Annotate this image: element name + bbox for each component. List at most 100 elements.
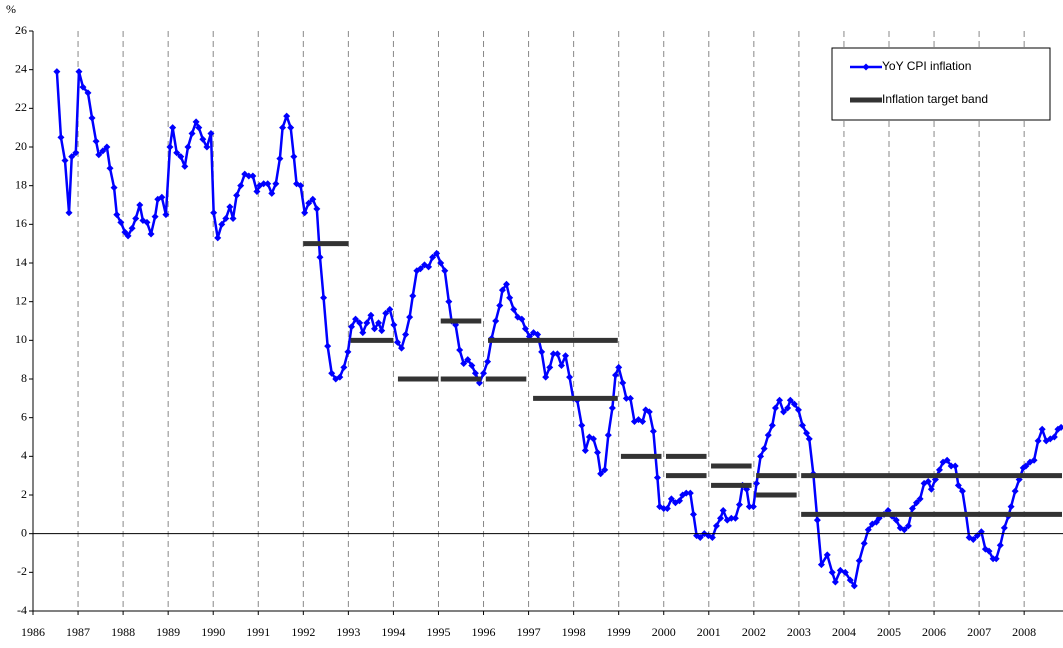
marker [951, 462, 959, 470]
target-band [303, 241, 1062, 517]
marker [764, 431, 772, 439]
x-tick-label: 2008 [1012, 625, 1036, 639]
marker [456, 346, 464, 354]
marker [128, 224, 136, 232]
marker [305, 199, 313, 207]
marker [557, 361, 565, 369]
marker [745, 503, 753, 511]
marker [689, 510, 697, 518]
marker [653, 474, 661, 482]
marker [1011, 487, 1019, 495]
marker [464, 356, 472, 364]
marker [406, 313, 414, 321]
marker [249, 172, 257, 180]
marker [969, 535, 977, 543]
marker [460, 360, 468, 368]
marker [245, 172, 253, 180]
y-tick-label: 2 [21, 487, 27, 501]
plot-area [53, 68, 1063, 590]
marker [210, 209, 218, 217]
x-tick-label: 1998 [562, 625, 586, 639]
marker [601, 466, 609, 474]
marker [124, 232, 132, 240]
x-tick-label: 2000 [652, 625, 676, 639]
marker [1000, 524, 1008, 532]
marker [233, 191, 241, 199]
marker [498, 286, 506, 294]
marker [619, 379, 627, 387]
marker [676, 497, 684, 505]
marker [904, 522, 912, 530]
marker [813, 516, 821, 524]
legend: YoY CPI inflation Inflation target band [831, 47, 1051, 121]
marker [850, 582, 858, 590]
y-tick-label: 16 [15, 216, 27, 230]
marker [790, 400, 798, 408]
marker [626, 394, 634, 402]
marker [566, 373, 574, 381]
marker [324, 342, 332, 350]
y-tick-label: 22 [15, 100, 27, 114]
marker [708, 534, 716, 542]
marker [518, 315, 526, 323]
marker [117, 218, 125, 226]
y-tick-label: -4 [17, 603, 27, 617]
marker [908, 505, 916, 513]
marker [468, 361, 476, 369]
marker [735, 501, 743, 509]
marker [471, 369, 479, 377]
marker [143, 218, 151, 226]
marker [823, 551, 831, 559]
marker [72, 149, 80, 157]
marker [425, 263, 433, 271]
marker [268, 189, 276, 197]
marker [1050, 433, 1058, 441]
y-tick-label: 26 [15, 23, 27, 37]
marker [309, 195, 317, 203]
marker [757, 452, 765, 460]
marker [480, 369, 488, 377]
marker [831, 578, 839, 586]
marker [538, 348, 546, 356]
x-tick-label: 2002 [742, 625, 766, 639]
marker [663, 505, 671, 513]
marker [546, 363, 554, 371]
marker [1030, 456, 1038, 464]
y-tick-label: 18 [15, 177, 27, 191]
legend-box [831, 47, 1051, 121]
marker [855, 557, 863, 565]
marker [864, 526, 872, 534]
marker [553, 350, 561, 358]
marker [88, 114, 96, 122]
marker [996, 541, 1004, 549]
marker [612, 371, 620, 379]
marker [510, 305, 518, 313]
marker [645, 408, 653, 416]
marker [727, 514, 735, 522]
marker [682, 489, 690, 497]
marker [264, 180, 272, 188]
marker [409, 292, 417, 300]
marker [398, 344, 406, 352]
marker [169, 124, 177, 132]
marker [340, 363, 348, 371]
marker [199, 135, 207, 143]
marker [316, 253, 324, 261]
marker [696, 534, 704, 542]
y-tick-label: 10 [15, 332, 27, 346]
marker [113, 211, 121, 219]
marker [506, 294, 514, 302]
x-tick-label: 2005 [877, 625, 901, 639]
marker [192, 118, 200, 126]
marker [719, 506, 727, 514]
marker [276, 155, 284, 163]
marker [344, 348, 352, 356]
marker [549, 350, 557, 358]
x-tick-label: 1994 [381, 625, 405, 639]
x-tick-label: 1999 [607, 625, 631, 639]
marker [147, 230, 155, 238]
marker [297, 182, 305, 190]
marker [562, 352, 570, 360]
